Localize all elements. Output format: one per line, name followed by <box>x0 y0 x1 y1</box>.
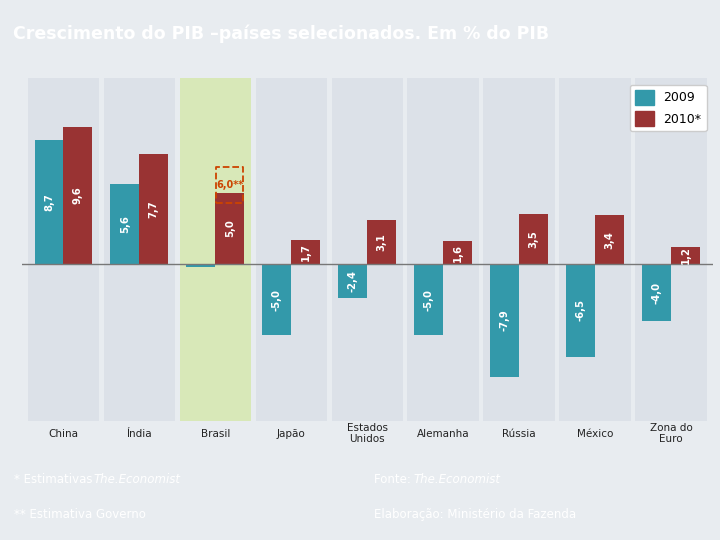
Text: Fonte:: Fonte: <box>374 473 415 486</box>
Text: Japão: Japão <box>277 429 305 438</box>
Bar <box>292 240 320 264</box>
Bar <box>256 78 327 421</box>
Bar <box>671 247 700 264</box>
Text: 5,6: 5,6 <box>120 215 130 233</box>
Bar <box>27 78 99 421</box>
Text: 3,1: 3,1 <box>377 233 387 251</box>
Bar <box>408 78 479 421</box>
Text: Brasil: Brasil <box>201 429 230 438</box>
Text: China: China <box>48 429 78 438</box>
Bar <box>186 264 215 267</box>
Text: * Estimativas: * Estimativas <box>14 473 96 486</box>
Text: Crescimento do PIB –países selecionados. Em % do PIB: Crescimento do PIB –países selecionados.… <box>13 24 549 43</box>
Bar <box>642 264 671 321</box>
Text: -7,9: -7,9 <box>500 309 510 332</box>
Text: 7,7: 7,7 <box>149 200 159 218</box>
Bar <box>63 127 92 264</box>
Bar <box>595 215 624 264</box>
Text: The.Economist: The.Economist <box>414 473 501 486</box>
Bar <box>635 78 707 421</box>
Bar <box>215 193 244 264</box>
Bar <box>104 78 175 421</box>
Text: -5,0: -5,0 <box>272 289 282 310</box>
Text: Estados
Unidos: Estados Unidos <box>347 423 387 444</box>
Text: -5,0: -5,0 <box>424 289 433 310</box>
Bar <box>140 154 168 264</box>
Legend: 2009, 2010*: 2009, 2010* <box>630 85 706 131</box>
Text: The.Economist: The.Economist <box>94 473 181 486</box>
Text: Alemanha: Alemanha <box>417 429 469 438</box>
Text: 5,0: 5,0 <box>225 219 235 237</box>
Text: Rússia: Rússia <box>503 429 536 438</box>
Bar <box>566 264 595 357</box>
Text: Índia: Índia <box>127 429 152 438</box>
Text: 1,2: 1,2 <box>680 247 690 265</box>
Text: México: México <box>577 429 613 438</box>
Text: -4,0: -4,0 <box>652 282 662 303</box>
Bar <box>414 264 443 335</box>
Bar <box>338 264 367 298</box>
Text: -2,4: -2,4 <box>348 270 358 292</box>
Bar <box>367 220 396 264</box>
Text: Elaboração: Ministério da Fazenda: Elaboração: Ministério da Fazenda <box>374 508 577 522</box>
Text: 8,7: 8,7 <box>44 193 54 211</box>
Bar <box>443 241 472 264</box>
Bar <box>110 184 140 264</box>
Text: 3,4: 3,4 <box>605 231 614 249</box>
Text: 3,5: 3,5 <box>528 230 539 248</box>
Bar <box>179 78 251 421</box>
Bar <box>35 140 63 264</box>
Bar <box>519 214 548 264</box>
Text: -6,5: -6,5 <box>575 300 585 321</box>
Bar <box>483 78 555 421</box>
Text: 1,7: 1,7 <box>301 243 310 261</box>
Text: ** Estimativa Governo: ** Estimativa Governo <box>14 508 146 522</box>
Bar <box>559 78 631 421</box>
Bar <box>331 78 403 421</box>
Text: 1,6: 1,6 <box>453 244 462 261</box>
Text: 6,0**: 6,0** <box>216 180 243 190</box>
Bar <box>490 264 519 377</box>
Text: Zona do
Euro: Zona do Euro <box>649 423 693 444</box>
Text: 9,6: 9,6 <box>73 187 83 204</box>
Bar <box>262 264 292 335</box>
